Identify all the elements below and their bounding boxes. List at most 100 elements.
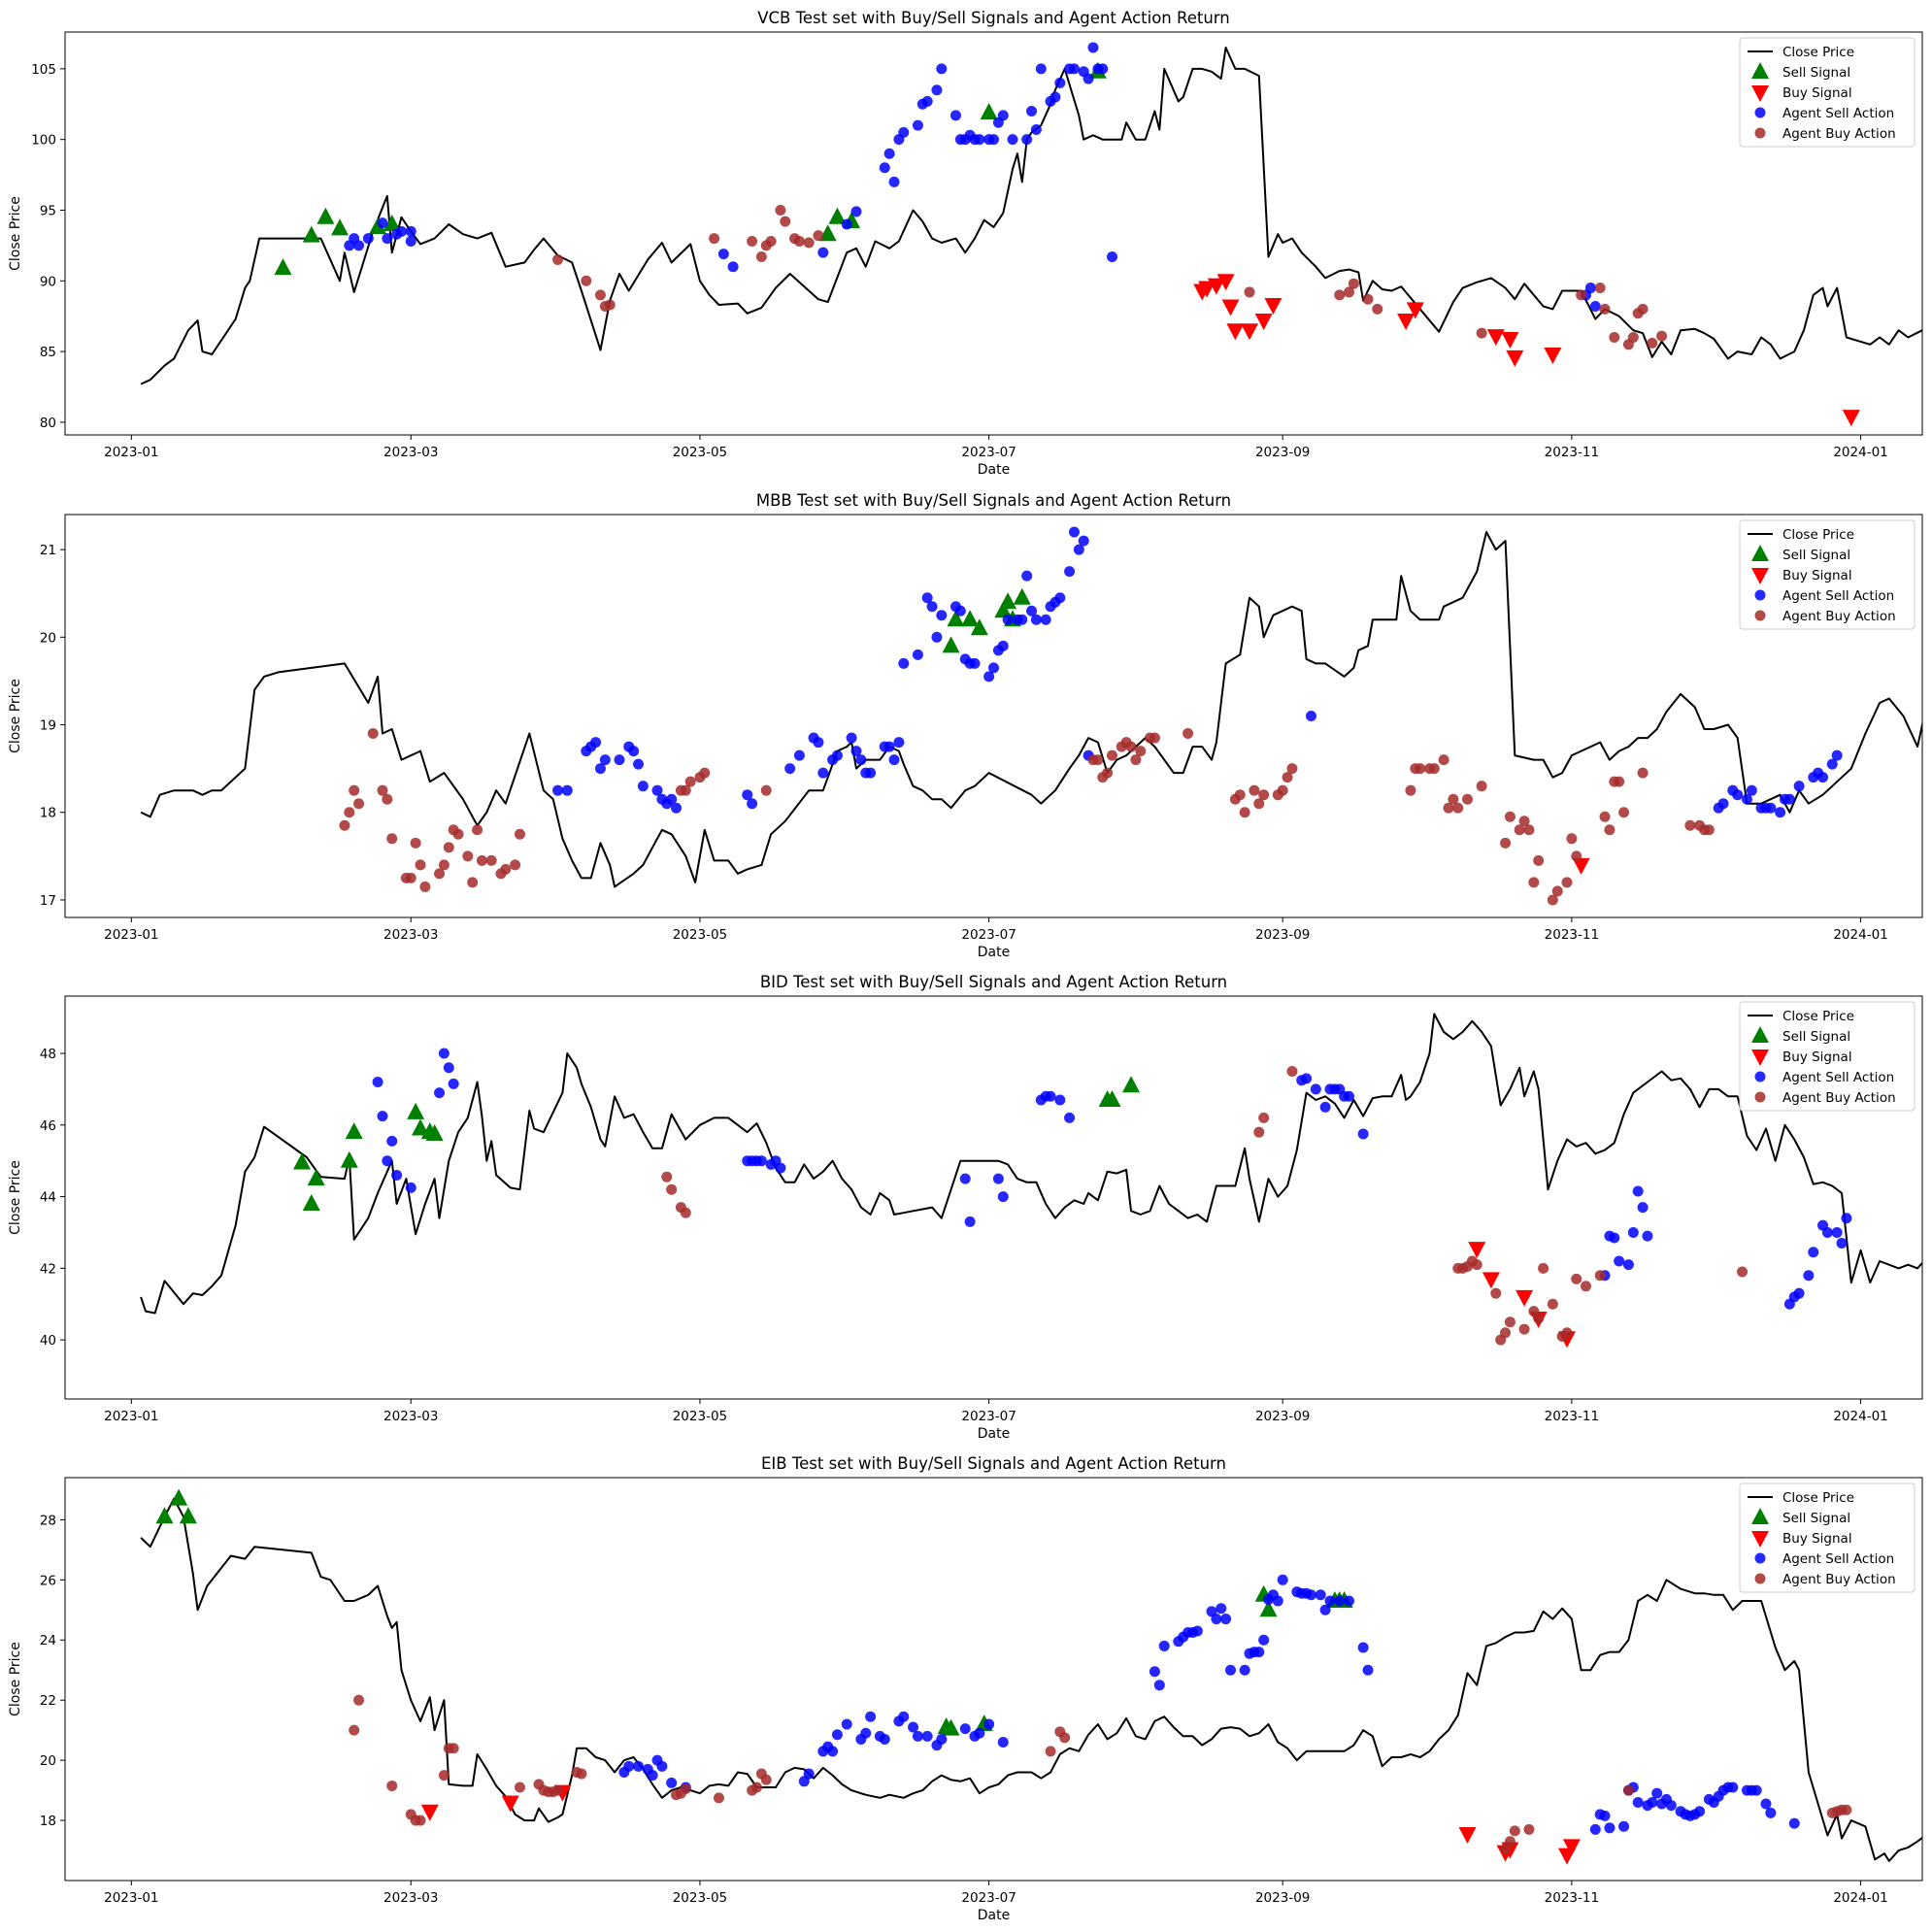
agent-sell-action-marker [614,754,625,766]
agent-buy-action-marker [1183,728,1194,740]
legend: Close Price Sell Signal Buy Signal Agent Se… [1739,1482,1915,1593]
agent-sell-action-marker [997,640,1009,651]
agent-buy-action-marker [793,236,805,248]
agent-sell-action-marker [1793,781,1805,792]
sell-signal-marker [942,636,960,653]
agent-buy-action-marker [452,828,464,840]
agent-sell-action-marker [377,1111,388,1122]
legend-close-price-label: Close Price [1782,527,1854,543]
agent-sell-action-marker [1589,1823,1601,1835]
agent-sell-action-marker [865,767,877,779]
agent-sell-action-marker [954,605,966,616]
sell-signal-marker [994,601,1013,618]
x-tick-label: 2023-11 [1545,1409,1599,1424]
x-tick-label: 2023-07 [961,1409,1016,1424]
sell-signal-marker [999,592,1017,610]
agent-sell-action-marker [1054,1094,1066,1106]
agent-buy-action-marker [349,784,360,796]
agent-sell-action-marker [1746,784,1757,796]
buy-signal-marker [1482,1272,1500,1289]
legend-close-price-label: Close Price [1782,1009,1854,1024]
legend-agent-buy-action-swatch [1754,1091,1766,1103]
agent-sell-action-marker [827,1746,839,1757]
agent-sell-action-marker [1305,1589,1316,1601]
agent-sell-action-marker [632,1760,644,1772]
agent-sell-action-marker [1788,1817,1800,1829]
agent-buy-action-marker [1509,1825,1520,1837]
x-tick-label: 2023-05 [673,1890,727,1906]
agent-sell-action-marker [1584,283,1596,294]
chart-panel: MBB Test set with Buy/Sell Signals and A… [8,491,1923,960]
agent-sell-action-marker [1609,1232,1620,1244]
x-tick-label: 2023-03 [383,927,438,943]
agent-sell-action-marker [1357,1642,1369,1653]
agent-sell-action-marker [983,1718,995,1730]
agent-sell-action-marker [632,758,644,770]
agent-buy-action-marker [1528,877,1540,888]
sell-signal-marker [170,1488,188,1506]
agent-sell-action-marker [448,1078,459,1089]
agent-sell-action-marker [969,657,981,669]
agent-buy-action-marker [462,850,474,862]
agent-sell-action-marker [434,1087,446,1099]
buy-signal-marker [1468,1242,1486,1259]
agent-buy-action-marker [1135,746,1147,757]
sell-signal-marker [828,207,847,224]
agent-sell-action-marker [1035,63,1047,75]
legend-box [1739,1001,1915,1112]
agent-buy-action-marker [1334,289,1346,301]
agent-buy-action-marker [1561,877,1573,888]
agent-buy-action-marker [1533,854,1545,866]
x-axis-label: Date [978,1426,1010,1442]
y-tick-label: 44 [40,1190,56,1206]
legend-sell-signal-label: Sell Signal [1782,548,1850,563]
sell-signal-marker [345,1122,363,1140]
agent-sell-action-marker [1083,73,1094,84]
legend-sell-signal-label: Sell Signal [1782,65,1850,81]
agent-buy-action-marker [699,767,711,779]
agent-buy-action-marker [1476,781,1487,792]
agent-sell-action-marker [1225,1664,1237,1676]
agent-buy-action-marker [1566,833,1578,845]
chart-title: MBB Test set with Buy/Sell Signals and A… [756,491,1231,510]
agent-sell-action-marker [1158,1640,1170,1651]
agent-sell-action-marker [666,1777,678,1788]
agent-buy-action-marker [1656,330,1668,342]
agent-buy-action-marker [1538,1262,1549,1274]
x-tick-label: 2024-01 [1833,445,1887,460]
agent-buy-action-marker [1561,1327,1573,1339]
agent-sell-action-marker [1599,1810,1611,1821]
agent-buy-action-marker [1102,767,1114,779]
x-tick-label: 2023-03 [383,445,438,460]
agent-buy-action-marker [1258,789,1270,801]
y-tick-label: 19 [40,718,56,734]
agent-sell-action-marker [1793,1287,1805,1299]
agent-sell-action-marker [1651,1787,1663,1799]
agent-sell-action-marker [921,1730,933,1742]
agent-buy-action-marker [467,877,479,888]
sell-signal-series [155,1488,1353,1736]
agent-sell-action-marker [717,249,729,260]
agent-buy-action-marker [353,798,365,810]
agent-buy-action-marker [1547,894,1558,906]
buy-signal-marker [1544,348,1562,364]
x-tick-label: 2023-11 [1545,927,1599,943]
agent-sell-action-marker [921,95,933,107]
x-tick-label: 2023-07 [961,445,1016,460]
x-tick-label: 2024-01 [1833,1890,1887,1906]
agent-buy-action-marker [666,1183,678,1195]
agent-sell-action-marker [1618,1820,1630,1832]
y-tick-label: 46 [40,1118,56,1134]
x-tick-label: 2023-07 [961,1890,1016,1906]
agent-sell-action-marker [405,225,416,237]
agent-sell-action-marker [395,225,407,237]
buy-signal-marker [501,1795,519,1813]
agent-sell-action-marker [883,148,895,159]
sell-signal-marker [293,1152,312,1170]
agent-buy-action-marker [500,863,512,875]
agent-sell-action-marker [865,1711,877,1722]
agent-buy-action-series [349,1694,1852,1854]
legend-buy-signal-swatch [1751,85,1769,102]
agent-buy-action-marker [1737,1266,1749,1278]
y-tick-label: 90 [40,274,56,289]
